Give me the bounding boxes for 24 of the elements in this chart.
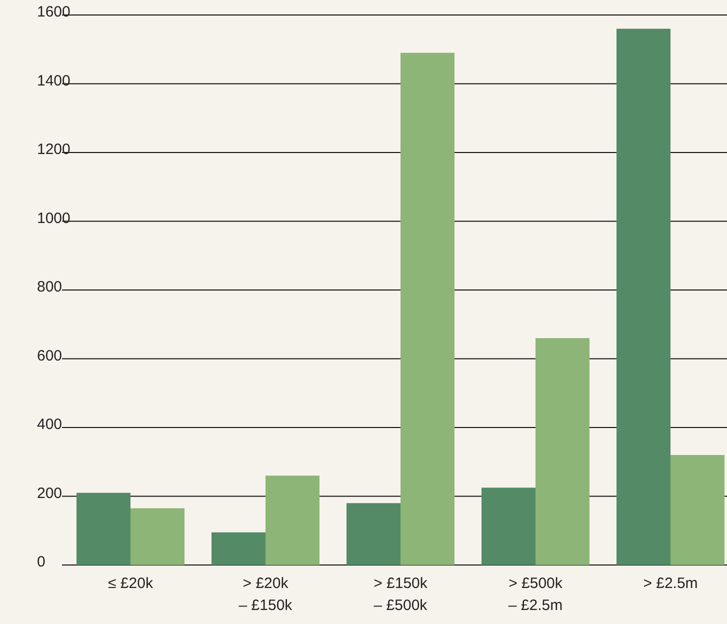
bar (346, 503, 400, 565)
x-tick-label: > £150k – £500k (374, 575, 428, 614)
bar (76, 492, 130, 565)
bar (616, 28, 670, 565)
y-tick-label: 0 (37, 554, 46, 571)
y-tick-label: 400 (37, 416, 62, 434)
y-tick-label: 1000 (37, 210, 70, 227)
y-tick-label: 1400 (37, 72, 70, 90)
bar (130, 508, 184, 565)
bar (482, 488, 536, 565)
x-tick-label: > £2.5m (643, 575, 698, 592)
x-tick-label: ≤ £20k (108, 575, 154, 592)
y-tick-label: 600 (37, 347, 62, 364)
bar (400, 52, 454, 565)
x-tick-label: > £20k – £150k (238, 575, 293, 614)
y-tick-label: 200 (37, 484, 62, 502)
x-tick-label: > £500k – £2.5m (508, 575, 563, 614)
bar (536, 338, 590, 565)
bar (670, 455, 724, 565)
bar (212, 532, 266, 565)
y-tick-label: 800 (37, 278, 62, 296)
y-tick-label: 1200 (37, 141, 70, 158)
y-tick-label: 1600 (37, 4, 70, 21)
bar (266, 476, 320, 565)
